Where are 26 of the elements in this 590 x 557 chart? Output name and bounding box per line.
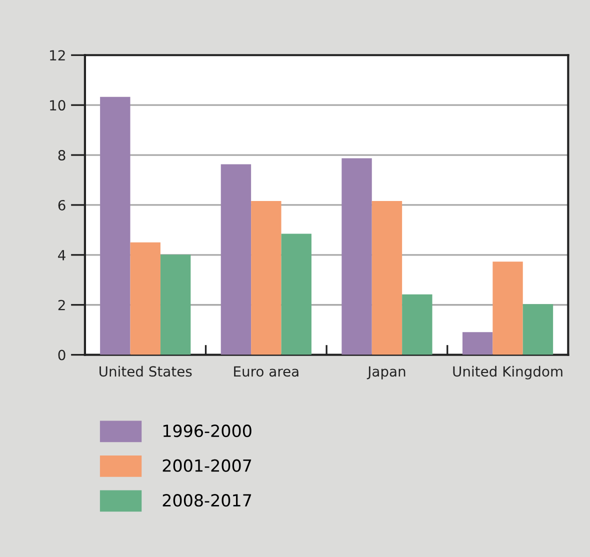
bar	[372, 200, 402, 355]
legend-label: 2001-2007	[162, 459, 252, 472]
y-tick-label: 0	[58, 350, 66, 360]
bar	[402, 294, 432, 355]
bar	[522, 304, 554, 355]
legend-label: 2008-2017	[162, 494, 252, 507]
bar	[251, 200, 282, 355]
x-tick-label: Japan	[366, 366, 406, 380]
y-tick-label: 8	[58, 150, 66, 161]
y-tick-label: 10	[50, 100, 66, 111]
bar	[462, 332, 493, 355]
bar	[220, 164, 252, 355]
x-tick-label: United States	[100, 366, 192, 377]
x-tick-label: Euro area	[234, 366, 298, 377]
x-tick-label: United Kingdom	[453, 366, 562, 380]
y-tick-label: 6	[58, 200, 66, 210]
bar	[342, 158, 372, 355]
y-tick-label: 12	[50, 50, 65, 60]
bar	[100, 96, 130, 355]
bar	[160, 254, 191, 355]
bar	[281, 234, 312, 355]
bar	[130, 242, 160, 355]
y-tick-label: 4	[58, 250, 66, 260]
bar	[492, 262, 523, 355]
y-tick-label: 2	[58, 300, 65, 310]
legend-label: 1996-2000	[163, 424, 252, 438]
